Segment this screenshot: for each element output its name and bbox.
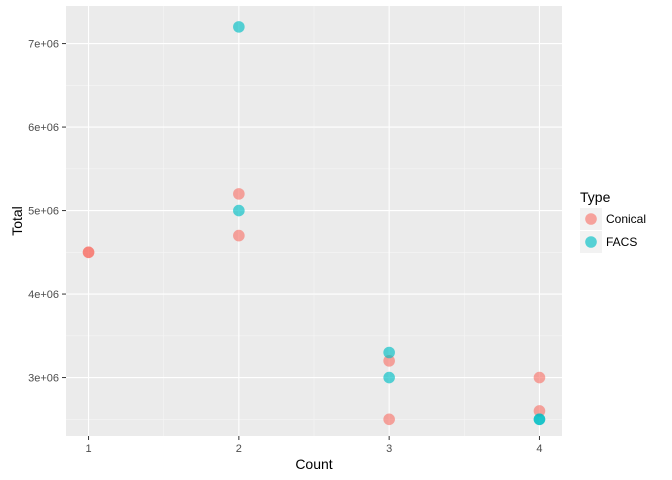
y-axis-title: Total — [9, 206, 25, 236]
data-points — [82, 21, 546, 426]
legend-label: FACS — [606, 235, 637, 249]
x-tick-label: 1 — [85, 443, 91, 455]
data-point-conical — [533, 405, 546, 417]
y-axis-ticks: 3e+06 4e+06 5e+06 6e+06 7e+06 — [28, 39, 66, 385]
data-point-conical — [383, 355, 395, 367]
data-point-conical — [533, 371, 546, 384]
legend-marker — [585, 236, 597, 248]
x-tick-label: 2 — [236, 443, 242, 455]
y-tick-label: 7e+06 — [28, 39, 59, 51]
data-point-facs — [383, 346, 395, 359]
minor-gridlines — [66, 6, 562, 436]
legend: Type Conical FACS — [580, 189, 646, 253]
y-tick-label: 6e+06 — [28, 122, 59, 134]
x-tick-label: 4 — [536, 443, 542, 455]
y-tick-label: 3e+06 — [28, 373, 59, 385]
x-axis-title: Count — [295, 456, 332, 472]
legend-label: Conical — [606, 212, 646, 226]
data-point-facs — [233, 21, 245, 33]
data-point-facs — [383, 371, 395, 384]
legend-marker — [585, 213, 597, 225]
y-tick-label: 4e+06 — [28, 289, 59, 301]
legend-title: Type — [580, 189, 611, 205]
data-point-facs — [233, 204, 245, 217]
x-axis-ticks: 1 2 3 4 — [85, 436, 543, 455]
data-point-conical — [233, 229, 245, 242]
x-tick-label: 3 — [386, 443, 392, 455]
data-point-conical — [383, 413, 395, 426]
data-point-conical — [82, 246, 95, 259]
y-tick-label: 5e+06 — [28, 206, 59, 218]
data-point-conical — [233, 188, 245, 200]
data-point-facs — [533, 413, 546, 426]
